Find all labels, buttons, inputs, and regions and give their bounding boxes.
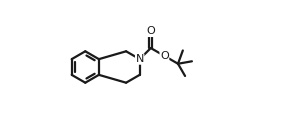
Text: O: O: [160, 51, 169, 61]
Text: O: O: [147, 27, 155, 36]
Text: N: N: [135, 54, 144, 64]
